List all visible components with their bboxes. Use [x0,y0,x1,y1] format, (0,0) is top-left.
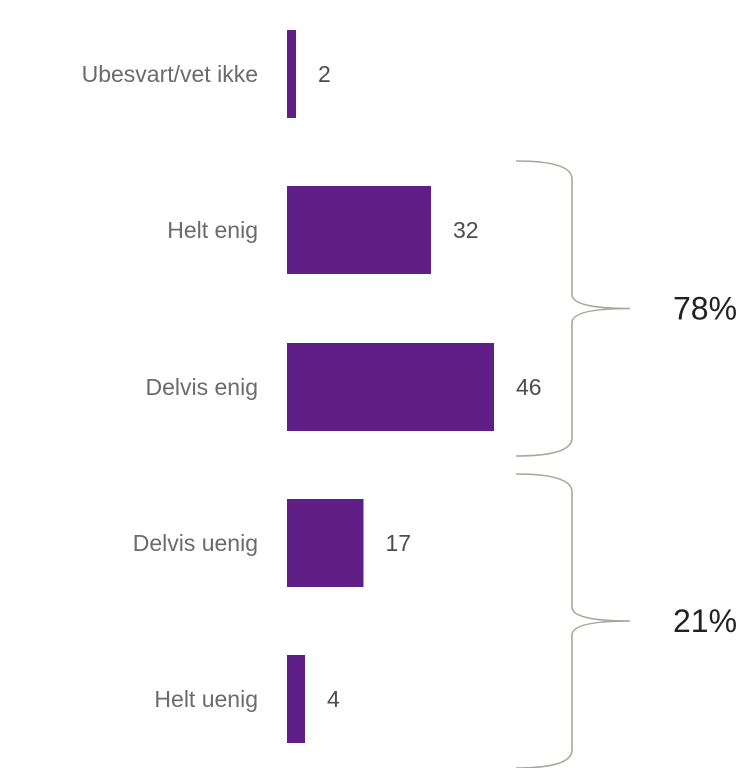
bar-ubesvart-vet-ikke [287,30,296,118]
group-percent-label-2: 21% [673,603,737,639]
group-braces: 78% 21% [515,160,737,768]
bars: Ubesvart/vet ikke 2 Helt enig 32 Delvis enig… [82,30,542,743]
category-label-helt-uenig: Helt uenig [154,686,258,712]
group-brace-2 [515,473,631,768]
bar-helt-enig [287,186,431,274]
value-label-helt-enig: 32 [453,217,479,243]
bar-delvis-uenig [287,499,364,587]
group-percent-label-1: 78% [673,291,737,327]
category-label-helt-enig: Helt enig [167,217,258,243]
bar-delvis-enig [287,343,494,431]
value-label-delvis-uenig: 17 [386,530,412,556]
category-label-ubesvart-vet-ikke: Ubesvart/vet ikke [82,61,258,87]
category-label-delvis-uenig: Delvis uenig [133,530,258,556]
group-brace-1 [515,160,631,457]
value-label-delvis-enig: 46 [516,374,542,400]
category-label-delvis-enig: Delvis enig [146,374,259,400]
bar-helt-uenig [287,655,305,743]
value-label-helt-uenig: 4 [327,686,340,712]
value-label-ubesvart-vet-ikke: 2 [318,61,331,87]
